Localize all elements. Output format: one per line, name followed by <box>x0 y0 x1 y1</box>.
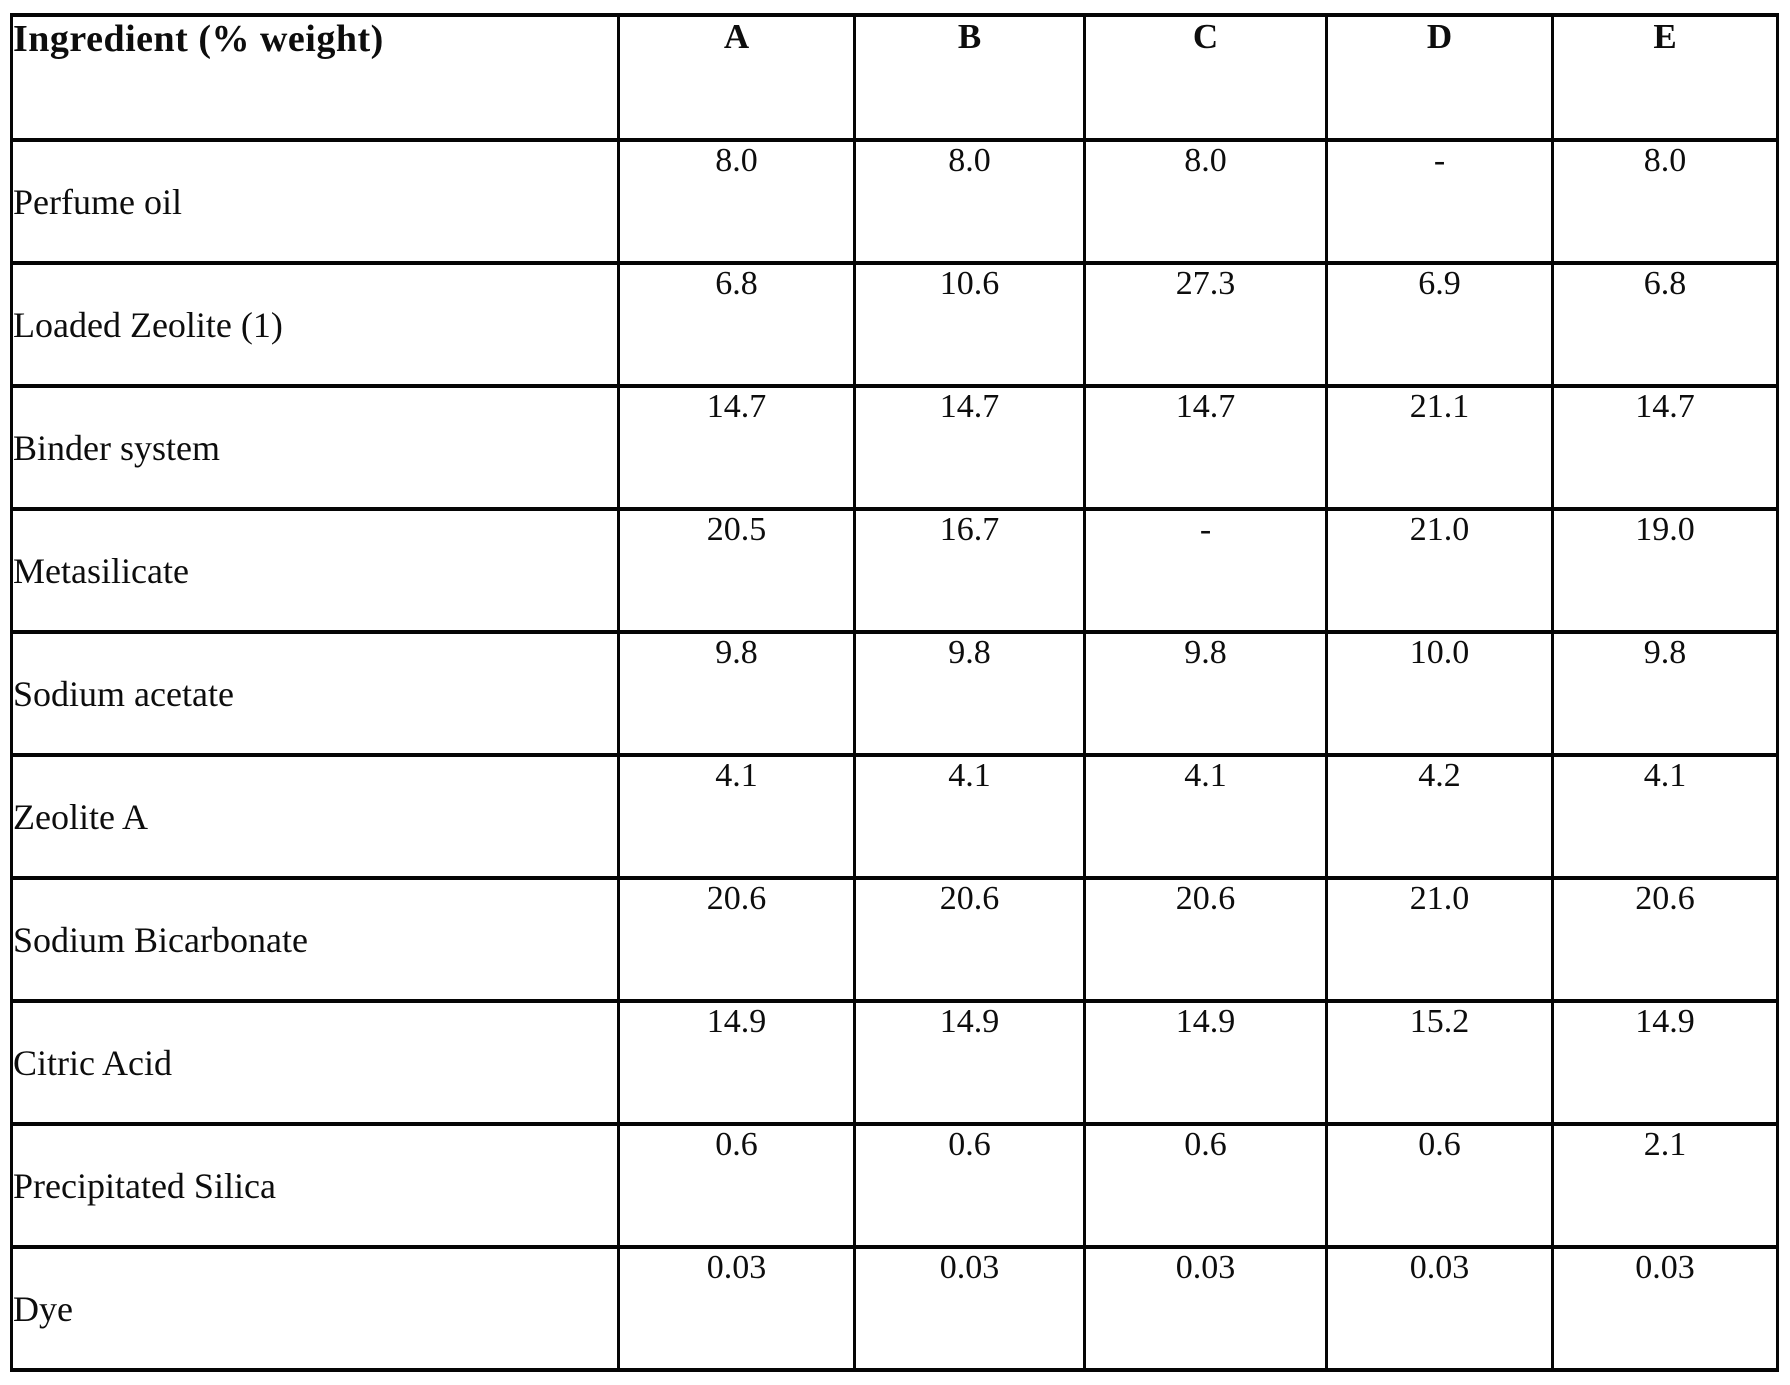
column-header-e: E <box>1551 13 1779 142</box>
value-cell: 8.0 <box>1551 138 1779 265</box>
value-cell: 14.9 <box>617 999 856 1126</box>
value-cell: 20.6 <box>853 876 1086 1003</box>
value-cell: 19.0 <box>1551 507 1779 634</box>
value-cell: 15.2 <box>1325 999 1554 1126</box>
value-cell: 0.03 <box>853 1245 1086 1372</box>
value-cell: 14.7 <box>853 384 1086 511</box>
value-cell: 14.7 <box>617 384 856 511</box>
column-header-b: B <box>853 13 1086 142</box>
value-cell: - <box>1083 507 1328 634</box>
value-cell: - <box>1325 138 1554 265</box>
value-cell: 21.0 <box>1325 876 1554 1003</box>
value-cell: 0.03 <box>1325 1245 1554 1372</box>
value-cell: 27.3 <box>1083 261 1328 388</box>
table-row-metasilicate: Metasilicate 20.5 16.7 - 21.0 19.0 <box>10 507 1779 634</box>
column-header-a: A <box>617 13 856 142</box>
value-cell: 6.9 <box>1325 261 1554 388</box>
ingredient-name: Precipitated Silica <box>10 1122 620 1249</box>
value-cell: 10.6 <box>853 261 1086 388</box>
value-cell: 21.1 <box>1325 384 1554 511</box>
ingredient-name: Binder system <box>10 384 620 511</box>
table-row-sodium-bicarbonate: Sodium Bicarbonate 20.6 20.6 20.6 21.0 2… <box>10 876 1779 1003</box>
value-cell: 14.9 <box>1083 999 1328 1126</box>
ingredient-name: Sodium acetate <box>10 630 620 757</box>
value-cell: 0.6 <box>1325 1122 1554 1249</box>
value-cell: 4.2 <box>1325 753 1554 880</box>
ingredient-name: Citric Acid <box>10 999 620 1126</box>
value-cell: 20.6 <box>1083 876 1328 1003</box>
table-row-sodium-acetate: Sodium acetate 9.8 9.8 9.8 10.0 9.8 <box>10 630 1779 757</box>
value-cell: 20.6 <box>617 876 856 1003</box>
value-cell: 20.5 <box>617 507 856 634</box>
value-cell: 20.6 <box>1551 876 1779 1003</box>
value-cell: 6.8 <box>1551 261 1779 388</box>
value-cell: 4.1 <box>617 753 856 880</box>
value-cell: 9.8 <box>1551 630 1779 757</box>
table-row-dye: Dye 0.03 0.03 0.03 0.03 0.03 <box>10 1245 1779 1372</box>
table-row-perfume-oil: Perfume oil 8.0 8.0 8.0 - 8.0 <box>10 138 1779 265</box>
value-cell: 8.0 <box>617 138 856 265</box>
value-cell: 21.0 <box>1325 507 1554 634</box>
value-cell: 8.0 <box>853 138 1086 265</box>
value-cell: 4.1 <box>1551 753 1779 880</box>
table-row-citric-acid: Citric Acid 14.9 14.9 14.9 15.2 14.9 <box>10 999 1779 1126</box>
value-cell: 0.6 <box>1083 1122 1328 1249</box>
value-cell: 14.9 <box>1551 999 1779 1126</box>
table-row-zeolite-a: Zeolite A 4.1 4.1 4.1 4.2 4.1 <box>10 753 1779 880</box>
ingredient-name: Loaded Zeolite (1) <box>10 261 620 388</box>
ingredient-name: Metasilicate <box>10 507 620 634</box>
ingredient-name: Perfume oil <box>10 138 620 265</box>
column-header-c: C <box>1083 13 1328 142</box>
value-cell: 4.1 <box>853 753 1086 880</box>
value-cell: 0.03 <box>617 1245 856 1372</box>
value-cell: 16.7 <box>853 507 1086 634</box>
table-row-precipitated-silica: Precipitated Silica 0.6 0.6 0.6 0.6 2.1 <box>10 1122 1779 1249</box>
value-cell: 0.6 <box>617 1122 856 1249</box>
value-cell: 9.8 <box>1083 630 1328 757</box>
value-cell: 4.1 <box>1083 753 1328 880</box>
table-row-binder-system: Binder system 14.7 14.7 14.7 21.1 14.7 <box>10 384 1779 511</box>
ingredient-name: Sodium Bicarbonate <box>10 876 620 1003</box>
value-cell: 2.1 <box>1551 1122 1779 1249</box>
ingredients-table: Ingredient (% weight) A B C D E Perfume … <box>10 13 1779 1372</box>
ingredient-name: Dye <box>10 1245 620 1372</box>
value-cell: 0.03 <box>1083 1245 1328 1372</box>
value-cell: 14.7 <box>1551 384 1779 511</box>
value-cell: 10.0 <box>1325 630 1554 757</box>
value-cell: 8.0 <box>1083 138 1328 265</box>
value-cell: 14.7 <box>1083 384 1328 511</box>
table-header-row: Ingredient (% weight) A B C D E <box>10 13 1779 142</box>
value-cell: 0.03 <box>1551 1245 1779 1372</box>
table-row-loaded-zeolite: Loaded Zeolite (1) 6.8 10.6 27.3 6.9 6.8 <box>10 261 1779 388</box>
ingredient-name: Zeolite A <box>10 753 620 880</box>
value-cell: 9.8 <box>853 630 1086 757</box>
value-cell: 14.9 <box>853 999 1086 1126</box>
column-header-d: D <box>1325 13 1554 142</box>
value-cell: 6.8 <box>617 261 856 388</box>
value-cell: 0.6 <box>853 1122 1086 1249</box>
ingredient-header-label: Ingredient (% weight) <box>10 13 620 142</box>
value-cell: 9.8 <box>617 630 856 757</box>
